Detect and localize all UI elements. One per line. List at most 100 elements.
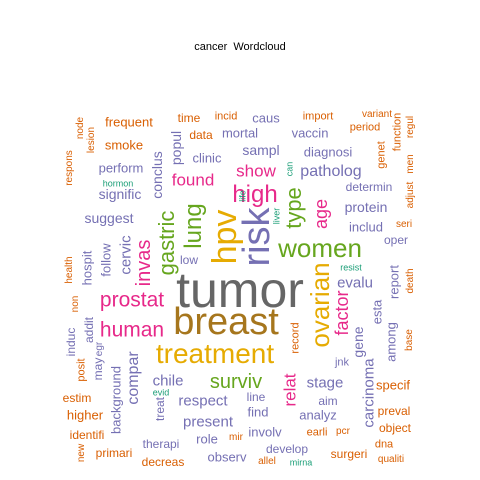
word-health: health bbox=[64, 256, 75, 284]
word-found: found bbox=[171, 170, 215, 190]
word-node: node bbox=[75, 116, 86, 140]
word-men: men bbox=[405, 154, 416, 174]
word-specif: specif bbox=[376, 377, 410, 393]
word-stage: stage bbox=[306, 374, 344, 392]
word-protein: protein bbox=[344, 199, 388, 215]
word-carcinoma: carcinoma bbox=[360, 358, 378, 428]
word-observ: observ bbox=[207, 449, 247, 465]
word-jnk: jnk bbox=[334, 356, 350, 369]
word-women: women bbox=[278, 233, 362, 263]
word-low: low bbox=[179, 253, 199, 267]
word-variant: variant bbox=[361, 109, 393, 120]
word-aim: aim bbox=[318, 394, 338, 408]
word-background: background bbox=[108, 366, 124, 434]
word-respect: respect bbox=[178, 392, 228, 410]
word-adjust: adjust bbox=[405, 181, 416, 209]
word-import: import bbox=[302, 110, 334, 123]
word-show: show bbox=[236, 161, 276, 181]
word-induc: induc bbox=[64, 327, 78, 357]
word-base: base bbox=[404, 329, 415, 351]
word-suggest: suggest bbox=[84, 210, 134, 226]
word-follow: follow bbox=[98, 243, 114, 277]
word-higher: higher bbox=[66, 407, 104, 423]
word-smoke: smoke bbox=[104, 137, 144, 153]
word-liver: liver bbox=[271, 207, 282, 225]
word-tumor: tumor bbox=[176, 262, 304, 318]
word-type: type bbox=[281, 187, 306, 229]
word-decreas: decreas bbox=[141, 455, 185, 469]
word-treatment: treatment bbox=[155, 338, 275, 369]
word-oper: oper bbox=[383, 233, 409, 247]
word-prostat: prostat bbox=[99, 288, 165, 312]
word-treat: treat bbox=[153, 396, 167, 422]
word-pcr: pcr bbox=[336, 426, 350, 437]
word-line: line bbox=[246, 390, 266, 404]
word-conclus: conclus bbox=[149, 151, 165, 199]
word-time: time bbox=[177, 111, 201, 125]
word-age: age bbox=[311, 198, 331, 230]
word-preval: preval bbox=[377, 404, 411, 418]
word-regul: regul bbox=[405, 115, 416, 139]
word-posit: posit bbox=[75, 358, 88, 382]
word-therapi: therapi bbox=[142, 437, 180, 451]
word-mirna: mirna bbox=[289, 457, 313, 468]
word-develop: develop bbox=[265, 442, 309, 456]
word-present: present bbox=[182, 413, 234, 431]
word-non: non bbox=[70, 295, 81, 313]
word-seri: seri bbox=[395, 219, 413, 230]
word-analyz: analyz bbox=[299, 407, 337, 423]
word-dna: dna bbox=[374, 438, 394, 451]
word-function: function bbox=[391, 112, 404, 152]
word-life: life bbox=[237, 190, 248, 202]
word-diagnosi: diagnosi bbox=[303, 144, 353, 160]
word-includ: includ bbox=[349, 219, 383, 235]
word-incid: incid bbox=[214, 110, 238, 123]
word-lung: lung bbox=[180, 203, 207, 249]
word-compar: compar bbox=[125, 351, 142, 405]
word-vaccin: vaccin bbox=[291, 125, 329, 141]
word-caus: caus bbox=[252, 110, 280, 126]
word-data: data bbox=[189, 128, 213, 142]
word-primari: primari bbox=[95, 446, 133, 460]
word-mortal: mortal bbox=[221, 125, 259, 141]
word-identifi: identifi bbox=[69, 428, 105, 442]
word-involv: involv bbox=[248, 424, 282, 440]
word-invas: invas bbox=[133, 239, 155, 287]
word-period: period bbox=[349, 121, 381, 134]
word-clinic: clinic bbox=[192, 150, 222, 166]
word-gene: gene bbox=[350, 326, 366, 358]
word-report: report bbox=[386, 265, 402, 299]
word-record: record bbox=[289, 322, 302, 354]
word-relat: relat bbox=[280, 373, 300, 407]
word-role: role bbox=[196, 431, 218, 447]
word-find: find bbox=[247, 404, 269, 420]
word-hpv: hpv bbox=[206, 209, 244, 265]
word-surviv: surviv bbox=[209, 371, 263, 393]
word-breast: breast bbox=[173, 301, 279, 343]
wordcloud-title: cancer Wordcloud bbox=[194, 41, 286, 53]
word-mir: mir bbox=[229, 432, 243, 443]
word-sampl: sampl bbox=[242, 142, 280, 158]
word-death: death bbox=[405, 268, 416, 294]
word-ovarian: ovarian bbox=[305, 262, 335, 348]
word-popul: popul bbox=[168, 130, 184, 166]
word-among: among bbox=[383, 322, 399, 362]
word-patholog: patholog bbox=[300, 163, 362, 180]
word-signific: signific bbox=[98, 186, 142, 202]
word-high: high bbox=[232, 181, 278, 208]
word-evalu: evalu bbox=[337, 274, 373, 292]
word-chile: chile bbox=[152, 372, 184, 390]
word-evid: evid bbox=[152, 387, 170, 398]
word-egr: egr bbox=[94, 341, 105, 357]
word-may: may bbox=[91, 357, 105, 381]
word-addit: addit bbox=[82, 316, 96, 344]
word-human: human bbox=[99, 318, 165, 342]
word-resist: resist bbox=[340, 262, 362, 273]
word-frequent: frequent bbox=[105, 114, 153, 130]
word-genet: genet bbox=[375, 141, 388, 169]
word-hormon: hormon bbox=[102, 178, 134, 189]
word-object: object bbox=[378, 421, 412, 435]
word-surgeri: surgeri bbox=[330, 447, 368, 461]
word-cervic: cervic bbox=[117, 235, 135, 275]
